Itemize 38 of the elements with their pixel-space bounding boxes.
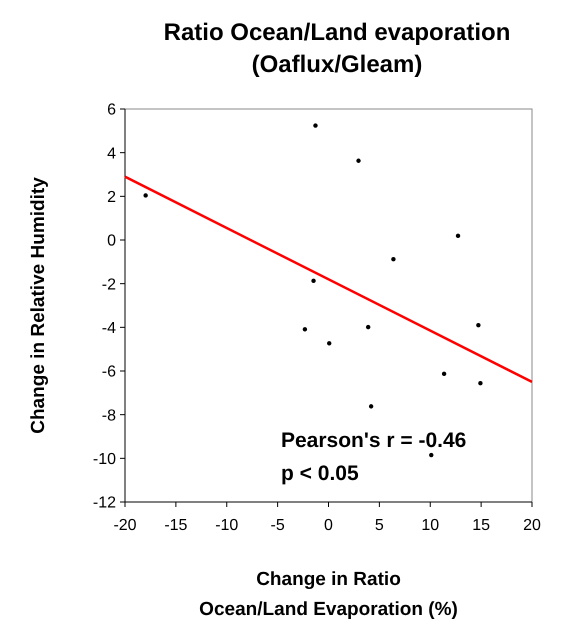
- y-tick-label: 0: [107, 232, 116, 250]
- y-tick-label: -10: [92, 450, 116, 468]
- x-tick-label: 20: [523, 517, 541, 534]
- x-tick-label: 15: [472, 517, 490, 534]
- x-tick-label: -15: [164, 517, 188, 534]
- annotation: p < 0.05: [281, 462, 359, 485]
- point: [429, 452, 434, 458]
- annotation: Pearson's r = -0.46: [281, 429, 466, 452]
- y-tick-label: -2: [102, 276, 116, 294]
- point: [143, 193, 148, 198]
- y-axis-title: Change in Relative Humidity: [28, 176, 49, 434]
- point: [311, 278, 316, 284]
- point: [456, 234, 460, 238]
- point: [327, 341, 332, 346]
- y-tick-label: -4: [102, 320, 116, 337]
- point: [476, 322, 481, 328]
- point: [313, 123, 318, 128]
- x-tick-label: 5: [374, 517, 384, 534]
- point: [442, 372, 446, 376]
- point: [356, 158, 361, 163]
- point: [302, 327, 308, 332]
- chart-title: Ratio Ocean/Land evaporation (Oaflux/Gleam): [164, 19, 510, 78]
- x-tick-label: 10: [421, 517, 440, 534]
- y-tick-label: 2: [107, 188, 116, 206]
- point: [368, 404, 374, 409]
- y-tick-label: 4: [107, 145, 116, 162]
- y-tick-label: -6: [102, 364, 116, 381]
- y-tick-label: -12: [92, 494, 116, 512]
- x-tick-label: 0: [324, 517, 334, 534]
- x-tick-label: -20: [113, 517, 137, 534]
- point: [366, 324, 370, 330]
- y-tick-label: -8: [102, 407, 116, 424]
- point: [391, 257, 396, 262]
- x-tick-label: -10: [215, 517, 238, 534]
- y-tick-label: 6: [107, 102, 116, 119]
- point: [478, 381, 483, 386]
- x-tick-label: -5: [270, 517, 285, 534]
- x-axis-title: Change in Ratio Ocean/Land Evaporation (%): [199, 569, 458, 620]
